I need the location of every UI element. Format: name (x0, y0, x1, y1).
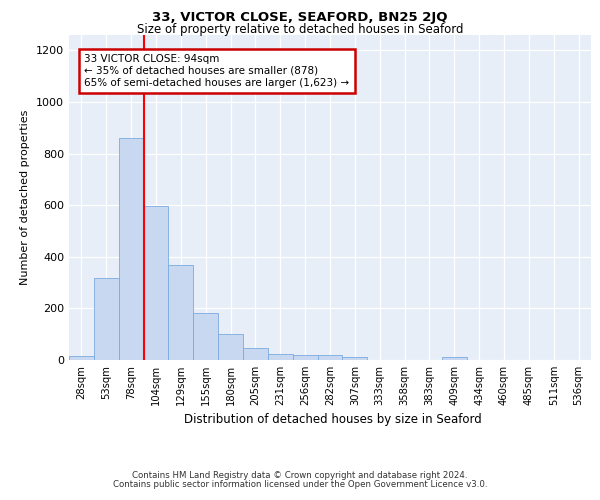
Bar (218, 334, 243, 360)
Bar (69, 356, 94, 360)
Bar (193, 313, 218, 360)
Bar (119, 138, 143, 360)
Y-axis label: Number of detached properties: Number of detached properties (20, 110, 31, 285)
Text: Distribution of detached houses by size in Seaford: Distribution of detached houses by size … (184, 412, 482, 426)
Bar (293, 356, 317, 360)
Bar (143, 206, 169, 360)
Text: Contains HM Land Registry data © Crown copyright and database right 2024.: Contains HM Land Registry data © Crown c… (132, 471, 468, 480)
Text: Contains public sector information licensed under the Open Government Licence v3: Contains public sector information licen… (113, 480, 487, 489)
Text: Size of property relative to detached houses in Seaford: Size of property relative to detached ho… (137, 22, 463, 36)
Bar (243, 348, 268, 360)
Bar (442, 357, 467, 360)
Bar (343, 357, 367, 360)
Bar (169, 264, 193, 360)
Bar (94, 278, 119, 360)
Text: 33 VICTOR CLOSE: 94sqm
← 35% of detached houses are smaller (878)
65% of semi-de: 33 VICTOR CLOSE: 94sqm ← 35% of detached… (85, 54, 350, 88)
Bar (317, 356, 343, 360)
Bar (268, 354, 293, 360)
Text: 33, VICTOR CLOSE, SEAFORD, BN25 2JQ: 33, VICTOR CLOSE, SEAFORD, BN25 2JQ (152, 11, 448, 24)
